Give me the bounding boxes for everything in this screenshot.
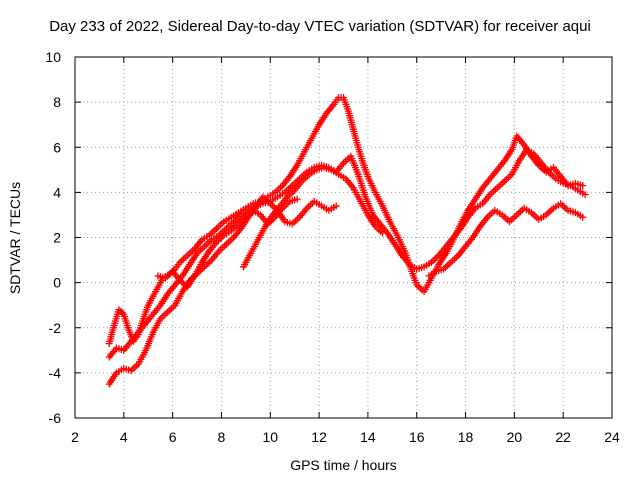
x-tick-label: 20 xyxy=(507,429,523,445)
y-axis-label: SDTVAR / TECUs xyxy=(7,181,23,295)
y-tick-label: -6 xyxy=(49,410,62,426)
series-track-2 xyxy=(105,146,589,361)
x-axis-label: GPS time / hours xyxy=(290,457,397,473)
x-tick-label: 24 xyxy=(604,429,620,445)
x-tick-label: 18 xyxy=(458,429,474,445)
x-tick-label: 22 xyxy=(555,429,571,445)
x-tick-label: 6 xyxy=(169,429,177,445)
data-point xyxy=(581,191,589,199)
y-tick-label: 4 xyxy=(53,184,61,200)
y-tick-label: 8 xyxy=(53,94,61,110)
data-point xyxy=(379,229,387,237)
chart-title: Day 233 of 2022, Sidereal Day-to-day VTE… xyxy=(49,18,591,35)
x-tick-label: 8 xyxy=(218,429,226,445)
series-track-6 xyxy=(425,200,587,280)
data-point xyxy=(117,307,125,315)
x-tick-label: 10 xyxy=(262,429,278,445)
data-point xyxy=(579,213,587,221)
y-tick-label: 10 xyxy=(45,49,61,65)
data-point xyxy=(293,195,301,203)
x-tick-label: 2 xyxy=(71,429,79,445)
y-tick-label: -2 xyxy=(49,320,62,336)
y-tick-label: 2 xyxy=(53,230,61,246)
grid xyxy=(75,57,612,418)
y-tick-label: -4 xyxy=(49,365,62,381)
series-track-5 xyxy=(239,164,387,271)
x-tick-label: 4 xyxy=(120,429,128,445)
data-point xyxy=(118,309,126,317)
x-tick-label: 12 xyxy=(311,429,327,445)
x-tick-label: 14 xyxy=(360,429,376,445)
y-tick-label: 6 xyxy=(53,139,61,155)
plot-frame xyxy=(74,56,613,419)
series-track-4 xyxy=(154,195,301,291)
y-tick-label: 0 xyxy=(53,275,61,291)
x-tick-label: 16 xyxy=(409,429,425,445)
data-point xyxy=(332,202,340,210)
data-point xyxy=(579,182,587,190)
series-layer xyxy=(105,94,589,388)
data-point xyxy=(115,306,123,314)
